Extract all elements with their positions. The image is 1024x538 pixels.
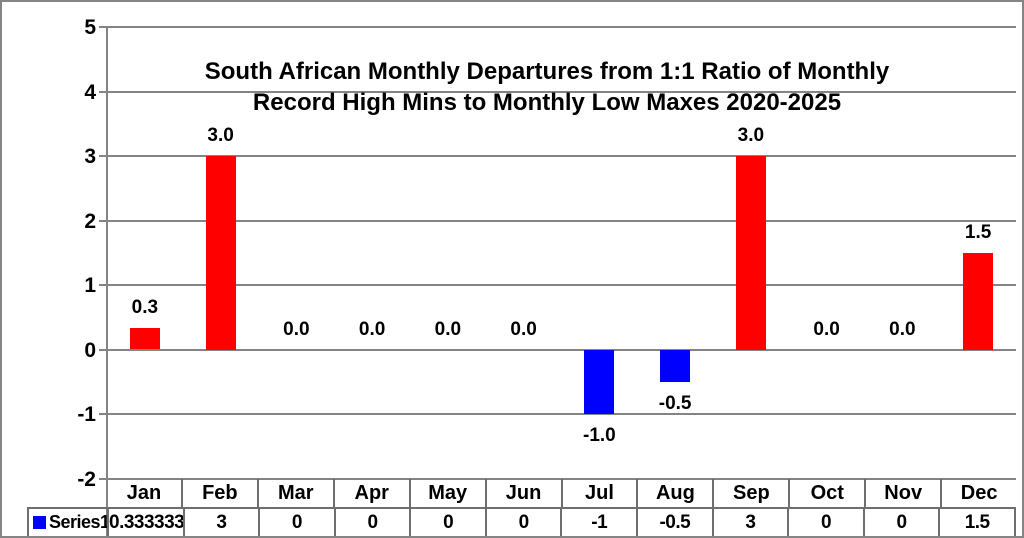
bar-data-label: 3.0: [737, 125, 765, 146]
bar-aug: [660, 349, 691, 382]
table-header-cell: Aug: [638, 479, 715, 508]
table-header-cell: Dec: [960, 482, 998, 504]
table-header-cell: Feb: [183, 479, 259, 508]
table-value-cell: 3: [714, 509, 790, 536]
bar-data-label: 0.0: [283, 318, 310, 340]
table-value-cell: -0.5: [638, 509, 714, 536]
gridline: [107, 155, 1016, 157]
chart-title-line-1: South African Monthly Departures from 1:…: [204, 58, 890, 85]
y-axis-label: 2: [84, 209, 96, 233]
bar-feb: [205, 156, 236, 350]
bar-data-label: 3.0: [207, 125, 234, 146]
gridline: [107, 90, 1016, 93]
y-axis-label: -2: [77, 467, 96, 491]
table-header-cell: Oct: [790, 479, 867, 508]
y-axis-tick: [99, 90, 107, 93]
y-axis-line: [106, 27, 108, 536]
y-axis-tick: [99, 284, 107, 286]
table-value-cell: 0.333333: [109, 509, 185, 536]
table-header-cell: Sep: [714, 479, 791, 508]
table-value-cell: 0: [789, 509, 865, 536]
bar-data-label: 0.3: [131, 297, 159, 318]
bar-data-label: 0.0: [813, 318, 840, 340]
y-axis-tick: [99, 26, 107, 28]
series1-legend-label: Series1: [49, 512, 109, 532]
bar-data-label: 1.5: [964, 221, 992, 243]
bar-data-label: 0.0: [358, 318, 386, 340]
y-axis-tick: [99, 477, 107, 480]
y-axis-tick: [99, 413, 107, 415]
table-value-cell: 0: [411, 509, 487, 536]
table-value-cell: 0: [487, 509, 563, 536]
table-value-cell: 0: [260, 509, 336, 536]
y-axis-tick: [99, 348, 107, 351]
y-axis-label: 5: [84, 16, 96, 39]
bar-sep: [735, 156, 766, 350]
table-header-cell: Nov: [866, 479, 943, 508]
bar-data-label: 0.0: [434, 318, 462, 340]
table-value-cell: 1.5: [964, 512, 990, 533]
y-axis-label: 3: [84, 145, 96, 168]
table-header-row: Jan Feb Mar Apr May Jun Jul Aug Sep Oct Nov Dec: [107, 479, 1016, 508]
y-axis-tick: [99, 155, 107, 157]
table-value-row: Series1 0.333333 3 0 0 0 0 -1 -0.5 3 0 0 1.5: [27, 507, 1016, 536]
y-axis-label: 0: [84, 338, 96, 362]
gridline: [107, 413, 1016, 415]
y-axis-tick: [99, 219, 107, 222]
y-axis-label: -1: [77, 403, 96, 426]
table-header-cell: Jul: [563, 479, 639, 508]
table-value-cell: 0: [336, 509, 412, 536]
table-header-cell: Jun: [487, 479, 563, 508]
bar-dec: [963, 252, 994, 350]
bar-jul: [584, 349, 615, 414]
bar-jan: [129, 328, 160, 350]
series1-legend-marker-icon: [33, 516, 46, 529]
chart-title: South African Monthly Departures from 1:…: [107, 56, 987, 118]
y-axis-label: 1: [84, 274, 96, 297]
table-value-cell: -1: [562, 509, 639, 536]
gridline: [107, 219, 1016, 222]
table-header-cell: Mar: [259, 479, 335, 508]
table-header-cell: Jan: [107, 479, 183, 508]
table-value-cell: 0: [865, 509, 941, 536]
chart-title-line-2: Record High Mins to Monthly Low Maxes 20…: [252, 89, 842, 116]
table-header-cell: Apr: [335, 479, 411, 508]
table-value-cell: 3: [185, 509, 261, 536]
legend-cell: Series1: [29, 509, 109, 536]
gridline: [107, 348, 1016, 351]
bar-data-label: 0.0: [889, 318, 916, 340]
table-header-cell: May: [411, 479, 487, 508]
bar-data-label: -1.0: [583, 425, 616, 446]
bar-data-label: 0.0: [510, 318, 537, 340]
gridline: [107, 477, 1016, 480]
bar-data-label: -0.5: [658, 392, 692, 414]
gridline: [107, 284, 1016, 286]
gridline: [107, 26, 1016, 28]
y-axis-label: 4: [84, 80, 96, 104]
